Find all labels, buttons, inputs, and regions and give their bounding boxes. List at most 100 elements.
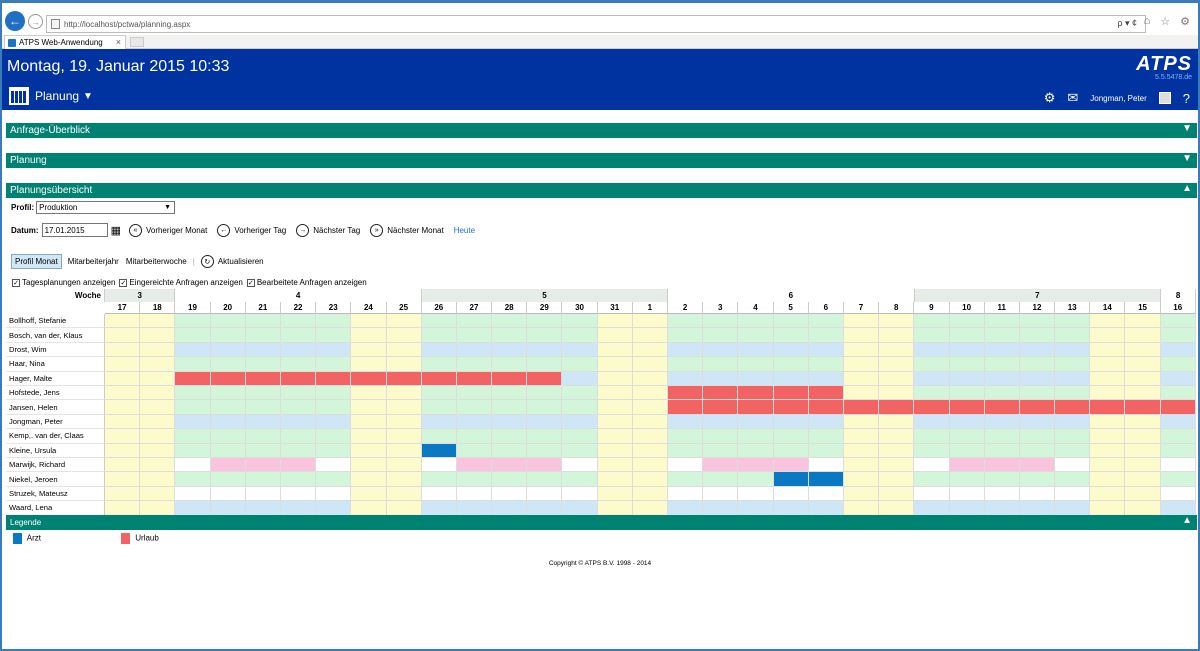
planning-cell[interactable] — [1055, 501, 1091, 516]
view-mitarbeiterjahr-button[interactable]: Mitarbeiterjahr — [67, 257, 119, 266]
planning-cell[interactable] — [105, 486, 141, 502]
planning-cell[interactable] — [421, 443, 457, 458]
planning-cell[interactable] — [879, 357, 915, 372]
planning-cell[interactable] — [351, 342, 387, 358]
planning-cell[interactable] — [527, 400, 563, 415]
planning-cell[interactable] — [492, 429, 528, 444]
view-profil-monat-button[interactable]: Profil Monat — [11, 254, 62, 269]
planning-cell[interactable] — [351, 429, 387, 444]
planning-cell[interactable] — [703, 429, 739, 444]
planning-cell[interactable] — [1160, 414, 1196, 430]
employee-name[interactable]: Jongman, Peter — [6, 414, 105, 430]
planning-cell[interactable] — [210, 443, 246, 458]
planning-cell[interactable] — [175, 357, 211, 372]
planning-cell[interactable] — [175, 371, 211, 386]
planning-cell[interactable] — [351, 414, 387, 430]
planning-cell[interactable] — [351, 357, 387, 372]
planning-cell[interactable] — [105, 458, 141, 473]
planning-cell[interactable] — [949, 486, 985, 502]
planning-cell[interactable] — [1090, 501, 1126, 516]
planning-cell[interactable] — [386, 342, 422, 358]
planning-cell[interactable] — [1160, 443, 1196, 458]
planning-cell[interactable] — [1160, 371, 1196, 386]
planning-cell[interactable] — [914, 386, 950, 401]
employee-name[interactable]: Struzek, Mateusz — [6, 486, 105, 502]
planning-cell[interactable] — [879, 472, 915, 487]
planning-cell[interactable] — [984, 314, 1020, 329]
planning-cell[interactable] — [738, 501, 774, 516]
planning-cell[interactable] — [386, 386, 422, 401]
planning-cell[interactable] — [351, 472, 387, 487]
planning-cell[interactable] — [280, 486, 317, 502]
planning-cell[interactable] — [632, 443, 668, 458]
planning-cell[interactable] — [386, 501, 422, 516]
search-refresh-icons[interactable]: ρ ▾ ¢ — [1117, 18, 1137, 28]
planning-cell[interactable] — [175, 472, 211, 487]
planning-cell[interactable] — [280, 400, 317, 415]
planning-cell[interactable] — [316, 314, 352, 329]
planning-cell[interactable] — [140, 486, 176, 502]
planning-cell[interactable] — [1019, 429, 1056, 444]
employee-name[interactable]: Kemp,. van der, Claas — [6, 429, 105, 444]
planning-cell[interactable] — [1160, 501, 1196, 516]
planning-cell[interactable] — [984, 458, 1020, 473]
planning-cell[interactable] — [632, 501, 668, 516]
planning-cell[interactable] — [105, 371, 141, 386]
planning-cell[interactable] — [210, 501, 246, 516]
planning-cell[interactable] — [879, 342, 915, 358]
planning-cell[interactable] — [492, 357, 528, 372]
planning-cell[interactable] — [456, 486, 493, 502]
planning-cell[interactable] — [351, 458, 387, 473]
planning-cell[interactable] — [738, 386, 774, 401]
employee-name[interactable]: Bosch, van der, Klaus — [6, 328, 105, 343]
planning-cell[interactable] — [1125, 328, 1161, 343]
planning-cell[interactable] — [1055, 443, 1091, 458]
planning-cell[interactable] — [632, 400, 668, 415]
planning-cell[interactable] — [421, 371, 457, 386]
planning-cell[interactable] — [984, 414, 1020, 430]
planning-cell[interactable] — [175, 501, 211, 516]
today-link[interactable]: Heute — [453, 225, 476, 235]
planning-cell[interactable] — [386, 472, 422, 487]
planning-cell[interactable] — [316, 342, 352, 358]
home-icon[interactable]: ⌂ — [1143, 15, 1151, 27]
planning-cell[interactable] — [597, 414, 633, 430]
planning-cell[interactable] — [245, 314, 281, 329]
planning-cell[interactable] — [984, 342, 1020, 358]
planning-cell[interactable] — [1160, 486, 1196, 502]
planning-cell[interactable] — [316, 386, 352, 401]
panel-planung[interactable]: Planung ▼ — [6, 153, 1197, 168]
planning-cell[interactable] — [562, 371, 598, 386]
planning-cell[interactable] — [808, 371, 844, 386]
planning-cell[interactable] — [843, 414, 880, 430]
planning-cell[interactable] — [105, 414, 141, 430]
settings-gear-icon[interactable]: ⚙ — [1043, 90, 1056, 105]
planning-cell[interactable] — [562, 386, 598, 401]
next-day-button[interactable]: → Nächster Tag — [296, 223, 360, 237]
employee-name[interactable]: Hager, Malte — [6, 371, 105, 386]
planning-cell[interactable] — [949, 443, 985, 458]
planning-cell[interactable] — [773, 400, 809, 415]
planning-cell[interactable] — [280, 371, 317, 386]
planning-cell[interactable] — [808, 386, 844, 401]
planning-cell[interactable] — [562, 314, 598, 329]
planning-cell[interactable] — [140, 357, 176, 372]
planning-cell[interactable] — [245, 486, 281, 502]
planning-cell[interactable] — [949, 501, 985, 516]
planning-cell[interactable] — [562, 342, 598, 358]
refresh-button[interactable]: ↻ Aktualisieren — [200, 255, 264, 268]
planning-cell[interactable] — [1125, 414, 1161, 430]
planning-cell[interactable] — [1125, 314, 1161, 329]
planning-cell[interactable] — [175, 386, 211, 401]
planning-cell[interactable] — [914, 458, 950, 473]
planning-cell[interactable] — [316, 472, 352, 487]
planning-cell[interactable] — [421, 357, 457, 372]
planning-cell[interactable] — [1019, 400, 1056, 415]
planning-cell[interactable] — [738, 472, 774, 487]
planning-cell[interactable] — [808, 414, 844, 430]
planning-cell[interactable] — [808, 429, 844, 444]
planning-cell[interactable] — [632, 314, 668, 329]
planning-cell[interactable] — [386, 443, 422, 458]
planning-cell[interactable] — [210, 414, 246, 430]
planning-cell[interactable] — [597, 314, 633, 329]
